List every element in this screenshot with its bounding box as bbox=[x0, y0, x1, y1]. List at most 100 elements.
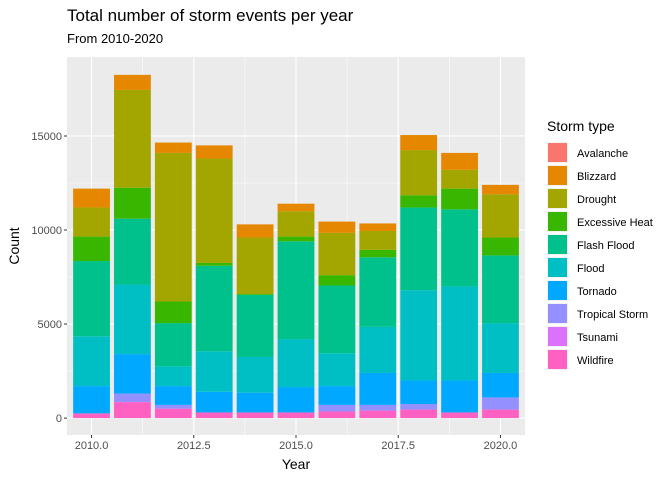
bar-2016-flash-flood bbox=[318, 285, 356, 354]
bar-2011-flood bbox=[114, 284, 151, 355]
bar-2010-excessive-heat bbox=[73, 236, 110, 262]
bar-2014-flood bbox=[236, 356, 274, 393]
bar-2017-excessive-heat bbox=[359, 249, 397, 258]
bar-2020-tropical-storm bbox=[482, 397, 519, 410]
bar-2013-excessive-heat bbox=[195, 262, 233, 266]
x-tick-label: 2012.5 bbox=[177, 440, 211, 452]
bar-2011-blizzard bbox=[114, 74, 151, 90]
bar-2011-flash-flood bbox=[114, 218, 151, 285]
y-tick-label: 5000 bbox=[38, 319, 62, 331]
bar-2018-excessive-heat bbox=[400, 195, 438, 208]
bar-2012-tropical-storm bbox=[154, 404, 192, 409]
bar-2012-drought bbox=[154, 152, 192, 302]
bar-2020-drought bbox=[482, 194, 519, 238]
bar-2020-flood bbox=[482, 323, 519, 373]
bar-2018-flood bbox=[400, 290, 438, 381]
bar-2013-drought bbox=[195, 158, 233, 263]
bar-2016-flood bbox=[318, 353, 356, 387]
bar-2012-wildfire bbox=[154, 408, 192, 419]
x-axis-title: Year bbox=[282, 456, 311, 472]
legend-swatch-drought bbox=[548, 189, 567, 208]
bar-2018-tornado bbox=[400, 380, 438, 404]
x-tick-label: 2010.0 bbox=[75, 440, 109, 452]
legend-swatch-tsunami bbox=[548, 327, 567, 346]
bar-2011-excessive-heat bbox=[114, 187, 151, 219]
bar-2015-flood bbox=[277, 339, 315, 388]
bar-2010-blizzard bbox=[73, 188, 110, 208]
bar-2011-tropical-storm bbox=[114, 393, 151, 403]
bar-2013-wildfire bbox=[195, 412, 233, 419]
bar-2014-wildfire bbox=[236, 412, 274, 419]
bar-2014-drought bbox=[236, 237, 274, 294]
legend-label-wildfire: Wildfire bbox=[577, 355, 614, 367]
bar-2020-wildfire bbox=[482, 409, 519, 419]
bar-2015-wildfire bbox=[277, 412, 315, 419]
bar-2015-flash-flood bbox=[277, 241, 315, 340]
bar-2020-flash-flood bbox=[482, 255, 519, 324]
bar-2017-drought bbox=[359, 230, 397, 250]
bars bbox=[73, 74, 519, 419]
bar-2017-tornado bbox=[359, 372, 397, 405]
x-axis: 2010.0 2012.5 2015.0 2017.5 2020.0 bbox=[75, 435, 518, 452]
bar-2015-blizzard bbox=[277, 203, 315, 212]
bar-2017-tropical-storm bbox=[359, 404, 397, 411]
y-tick-label: 15000 bbox=[31, 131, 62, 143]
bar-2013-blizzard bbox=[195, 145, 233, 159]
bar-2012-blizzard bbox=[154, 142, 192, 153]
bar-2012-flash-flood bbox=[154, 323, 192, 367]
legend-swatch-tropical-storm bbox=[548, 304, 567, 323]
legend-label-flash-flood: Flash Flood bbox=[577, 240, 634, 252]
bar-2018-drought bbox=[400, 150, 438, 196]
bar-2014-blizzard bbox=[236, 224, 274, 238]
bar-2020-excessive-heat bbox=[482, 237, 519, 256]
bar-2014-tornado bbox=[236, 392, 274, 413]
x-tick-label: 2015.0 bbox=[279, 440, 313, 452]
legend-swatch-avalanche bbox=[548, 143, 567, 162]
y-axis: 0 5000 10000 15000 bbox=[31, 131, 67, 425]
bar-2014-excessive-heat bbox=[236, 293, 274, 295]
legend-swatch-tornado bbox=[548, 281, 567, 300]
y-axis-title: Count bbox=[6, 227, 22, 264]
x-tick-label: 2020.0 bbox=[484, 440, 518, 452]
legend-label-flood: Flood bbox=[577, 263, 605, 275]
legend-label-tsunami: Tsunami bbox=[577, 332, 618, 344]
bar-2019-blizzard bbox=[441, 152, 478, 170]
bar-2011-tornado bbox=[114, 354, 151, 394]
legend: Storm type Avalanche Blizzard Drought Exces… bbox=[547, 118, 653, 370]
legend-swatch-flood bbox=[548, 258, 567, 277]
bar-2013-flood bbox=[195, 351, 233, 392]
bar-2019-flash-flood bbox=[441, 209, 478, 287]
chart-subtitle: From 2010-2020 bbox=[67, 31, 163, 46]
bar-2019-drought bbox=[441, 169, 478, 189]
legend-label-excessive-heat: Excessive Heat bbox=[577, 217, 653, 229]
bar-2013-tornado bbox=[195, 391, 233, 413]
bar-2018-blizzard bbox=[400, 135, 438, 151]
legend-swatch-wildfire bbox=[548, 350, 567, 369]
bar-2017-flood bbox=[359, 326, 397, 373]
bar-2010-drought bbox=[73, 207, 110, 237]
bar-2018-tropical-storm bbox=[400, 403, 438, 410]
bar-2019-wildfire bbox=[441, 412, 478, 419]
bar-2010-flood bbox=[73, 336, 110, 387]
bar-2018-flash-flood bbox=[400, 207, 438, 291]
legend-title: Storm type bbox=[547, 118, 615, 134]
bar-2011-drought bbox=[114, 89, 151, 188]
x-tick-label: 2017.5 bbox=[381, 440, 415, 452]
bar-2016-excessive-heat bbox=[318, 275, 356, 286]
chart-title: Total number of storm events per year bbox=[67, 6, 354, 25]
bar-2010-wildfire bbox=[73, 413, 110, 419]
bar-2012-tornado bbox=[154, 386, 192, 405]
bar-2015-drought bbox=[277, 211, 315, 237]
legend-swatch-excessive-heat bbox=[548, 212, 567, 231]
legend-label-tropical-storm: Tropical Storm bbox=[577, 309, 648, 321]
bar-2016-blizzard bbox=[318, 221, 356, 233]
legend-label-avalanche: Avalanche bbox=[577, 148, 628, 160]
y-tick-label: 10000 bbox=[31, 225, 62, 237]
bar-2015-tornado bbox=[277, 387, 315, 413]
bar-2019-flood bbox=[441, 286, 478, 381]
bar-2010-tornado bbox=[73, 386, 110, 414]
bar-2019-excessive-heat bbox=[441, 188, 478, 210]
legend-label-blizzard: Blizzard bbox=[577, 171, 616, 183]
bar-2011-wildfire bbox=[114, 402, 151, 419]
legend-swatch-flash-flood bbox=[548, 235, 567, 254]
